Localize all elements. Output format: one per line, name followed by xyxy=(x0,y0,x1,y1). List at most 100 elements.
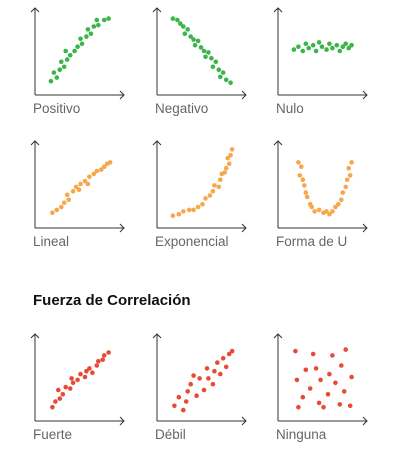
y-axis-arrow xyxy=(30,7,40,13)
data-point xyxy=(293,348,298,354)
data-point xyxy=(215,360,220,365)
chart-label-lineal: Lineal xyxy=(33,234,70,249)
data-point xyxy=(207,193,213,198)
chart-label-nulo: Nulo xyxy=(276,101,304,116)
data-point xyxy=(87,366,92,371)
data-point xyxy=(218,74,223,80)
data-point xyxy=(346,45,351,51)
chart-label-positivo: Positivo xyxy=(33,101,81,116)
data-point xyxy=(78,36,83,42)
data-point xyxy=(349,160,354,165)
data-point xyxy=(304,194,310,200)
data-point xyxy=(223,77,229,83)
y-axis-arrow xyxy=(273,140,283,146)
data-point xyxy=(181,209,186,214)
data-point xyxy=(220,70,226,75)
data-point xyxy=(67,386,73,391)
data-point xyxy=(223,165,229,171)
y-axis-arrow xyxy=(273,7,283,13)
scatter-plot-forma-de-u xyxy=(273,140,368,233)
data-point xyxy=(76,187,82,193)
data-point xyxy=(203,196,208,201)
data-point xyxy=(195,204,201,210)
data-point xyxy=(183,399,189,404)
data-point xyxy=(70,188,76,194)
data-point xyxy=(84,368,89,374)
data-point xyxy=(333,380,338,386)
data-point xyxy=(106,350,111,355)
data-point xyxy=(85,181,91,187)
y-axis-arrow xyxy=(152,140,162,146)
scatter-plot-exponencial xyxy=(152,140,247,233)
scatter-plot-negativo xyxy=(152,7,247,100)
y-axis-arrow xyxy=(30,333,40,339)
chart-label-negativo: Negativo xyxy=(155,101,209,116)
data-point xyxy=(181,24,186,29)
data-point xyxy=(225,155,230,161)
data-point xyxy=(69,376,74,381)
data-point xyxy=(347,173,353,178)
data-point xyxy=(347,403,353,409)
data-point xyxy=(316,207,322,213)
data-point xyxy=(94,17,100,23)
scatter-plot-nulo xyxy=(273,7,368,100)
scatter-plot-positivo xyxy=(30,7,125,100)
data-point xyxy=(200,201,205,207)
chart-label-fuerte: Fuerte xyxy=(33,427,73,442)
data-point xyxy=(191,373,196,378)
data-point xyxy=(188,381,193,387)
data-point xyxy=(87,174,92,180)
data-point xyxy=(300,177,306,182)
data-point xyxy=(334,42,340,48)
data-point xyxy=(210,64,216,70)
data-point xyxy=(60,392,66,397)
data-point xyxy=(330,209,335,214)
data-point xyxy=(204,366,210,371)
data-point xyxy=(343,347,348,352)
data-point xyxy=(84,34,89,39)
data-point xyxy=(175,17,180,23)
data-point xyxy=(299,164,304,169)
data-point xyxy=(61,64,67,70)
chart-label-ninguna: Ninguna xyxy=(276,427,327,442)
data-point xyxy=(206,50,211,55)
scatter-chart-debil: Débil xyxy=(152,333,273,451)
scatter-plot-lineal xyxy=(30,140,125,233)
data-point xyxy=(170,16,176,21)
data-point xyxy=(96,22,101,28)
data-point xyxy=(73,184,79,190)
data-point xyxy=(327,211,332,217)
data-point xyxy=(324,209,329,214)
data-point xyxy=(48,78,54,84)
data-point xyxy=(349,42,354,48)
data-point xyxy=(57,396,63,401)
scatter-chart-negativo: Negativo xyxy=(152,7,273,125)
scatter-chart-fuerte: Fuerte xyxy=(30,333,151,451)
data-point xyxy=(75,44,80,49)
chart-label-debil: Débil xyxy=(155,427,186,442)
data-point xyxy=(324,47,329,52)
data-point xyxy=(229,348,235,354)
data-point xyxy=(191,207,196,213)
data-point xyxy=(343,184,348,190)
x-axis-arrow xyxy=(119,223,125,233)
data-point xyxy=(313,48,319,54)
data-point xyxy=(63,48,68,54)
data-point xyxy=(194,393,199,398)
data-point xyxy=(172,403,177,409)
x-axis-arrow xyxy=(119,90,125,100)
data-point xyxy=(188,34,193,39)
data-point xyxy=(213,59,219,65)
x-axis-arrow xyxy=(362,223,368,233)
data-point xyxy=(296,44,301,49)
data-point xyxy=(303,367,309,373)
data-point xyxy=(316,40,322,45)
data-point xyxy=(181,407,186,413)
data-point xyxy=(316,400,322,406)
data-point xyxy=(325,392,331,397)
data-point xyxy=(203,54,208,60)
data-point xyxy=(297,173,303,178)
data-point xyxy=(88,31,94,36)
x-axis-arrow xyxy=(241,416,247,426)
